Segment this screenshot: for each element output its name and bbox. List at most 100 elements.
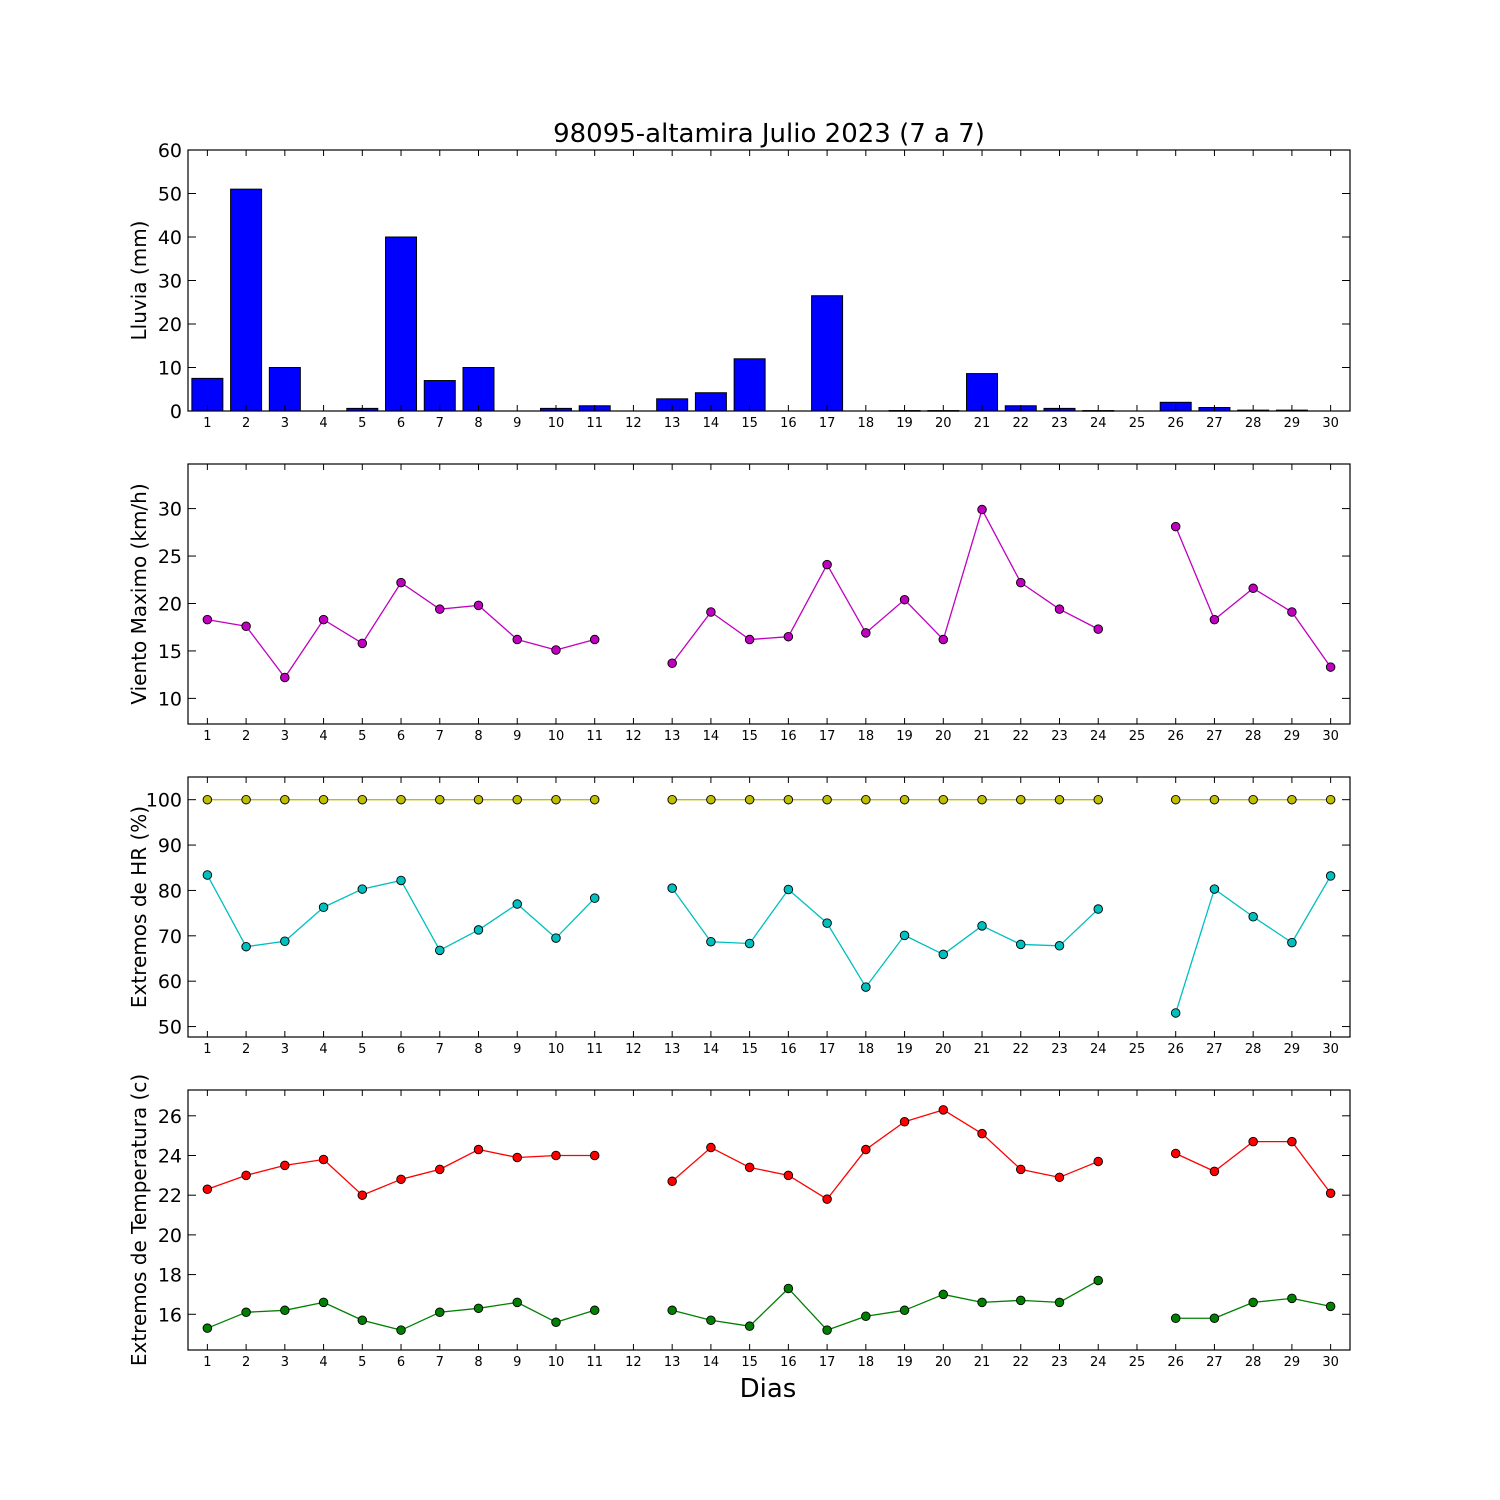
x-tick-label: 1 xyxy=(203,1042,211,1057)
x-tick-label: 26 xyxy=(1167,1355,1184,1370)
data-point xyxy=(1054,941,1065,951)
data-point xyxy=(899,1305,910,1316)
data-point xyxy=(1325,1188,1336,1198)
bar xyxy=(268,367,301,412)
data-point xyxy=(357,638,368,649)
y-axis-label: Viento Maximo (km/h) xyxy=(127,483,151,704)
data-point xyxy=(1054,1297,1065,1308)
series-line-segment xyxy=(1175,1152,1215,1172)
y-tick-label: 24 xyxy=(158,1145,182,1167)
data-point xyxy=(899,594,910,605)
series-line-segment xyxy=(787,1288,828,1331)
series-line-segment xyxy=(362,1178,402,1196)
series-line-segment xyxy=(943,1293,983,1304)
x-tick-label: 12 xyxy=(625,1355,642,1370)
data-point xyxy=(1209,1313,1220,1323)
data-point xyxy=(357,794,368,805)
data-point xyxy=(938,1105,949,1115)
x-tick-label: 14 xyxy=(703,416,720,431)
data-point xyxy=(706,794,716,805)
series-line-segment xyxy=(942,509,983,640)
x-tick-label: 25 xyxy=(1129,729,1146,744)
series-line-segment xyxy=(981,1133,1022,1170)
series-line-segment xyxy=(788,1174,828,1200)
x-tick-label: 4 xyxy=(319,1355,327,1370)
y-tick-label: 22 xyxy=(158,1185,182,1207)
data-point xyxy=(822,1325,832,1335)
x-tick-label: 12 xyxy=(625,416,642,431)
data-point xyxy=(744,1162,755,1173)
x-tick-label: 9 xyxy=(513,1355,521,1370)
x-tick-label: 24 xyxy=(1090,1355,1107,1370)
y-tick-label: 20 xyxy=(158,1225,182,1247)
data-point xyxy=(551,1150,561,1161)
x-tick-label: 28 xyxy=(1245,416,1262,431)
series-line-segment xyxy=(710,941,750,945)
data-point xyxy=(551,645,561,655)
x-tick-label: 6 xyxy=(397,729,405,744)
data-point xyxy=(512,634,522,645)
x-tick-label: 24 xyxy=(1090,729,1107,744)
series-line-segment xyxy=(904,1109,944,1123)
x-tick-label: 30 xyxy=(1322,729,1339,744)
data-point xyxy=(551,933,561,943)
data-point xyxy=(396,577,406,588)
x-tick-label: 19 xyxy=(896,1355,913,1370)
data-point xyxy=(318,1297,329,1308)
x-tick-label: 7 xyxy=(436,1355,444,1370)
data-point xyxy=(512,794,522,805)
data-point xyxy=(1209,614,1220,625)
data-point xyxy=(822,918,832,928)
y-tick-label: 70 xyxy=(158,926,182,948)
x-tick-label: 27 xyxy=(1206,1355,1223,1370)
data-point xyxy=(280,936,290,947)
series-line-segment xyxy=(478,903,518,931)
data-point xyxy=(318,794,329,805)
x-tick-label: 18 xyxy=(858,1355,875,1370)
x-tick-label: 29 xyxy=(1284,416,1301,431)
series-line-segment xyxy=(672,1309,712,1321)
x-tick-label: 13 xyxy=(664,416,681,431)
data-point xyxy=(667,1176,677,1187)
x-tick-label: 5 xyxy=(358,1042,366,1057)
series-line-segment xyxy=(555,897,596,939)
data-point xyxy=(318,1154,329,1165)
y-tick-label: 40 xyxy=(158,227,182,249)
data-point xyxy=(938,949,949,960)
data-point xyxy=(783,794,794,805)
data-point xyxy=(357,1315,368,1325)
data-point xyxy=(1170,794,1181,805)
x-tick-label: 15 xyxy=(741,1042,758,1057)
bar xyxy=(733,358,766,412)
data-point xyxy=(280,1160,290,1171)
series-line-segment xyxy=(361,582,402,644)
data-point xyxy=(589,634,600,645)
x-tick-label: 2 xyxy=(242,416,250,431)
x-tick-label: 26 xyxy=(1167,729,1184,744)
series-line-segment xyxy=(207,1311,247,1329)
plot-frame xyxy=(187,776,1351,1038)
series-line-segment xyxy=(284,619,325,678)
x-tick-label: 21 xyxy=(974,416,991,431)
series-line-segment xyxy=(865,934,906,988)
y-tick-label: 50 xyxy=(158,184,182,206)
data-point xyxy=(1325,794,1336,805)
data-point xyxy=(1248,912,1258,922)
series-line-segment xyxy=(555,1309,595,1323)
y-tick-label: 60 xyxy=(158,971,182,993)
series-line-segment xyxy=(284,1301,324,1311)
x-tick-label: 10 xyxy=(548,729,565,744)
x-tick-label: 11 xyxy=(586,1355,603,1370)
y-tick-label: 90 xyxy=(158,835,182,857)
data-point xyxy=(899,794,910,805)
x-tick-label: 13 xyxy=(664,729,681,744)
data-point xyxy=(435,1307,445,1318)
x-tick-label: 30 xyxy=(1322,1355,1339,1370)
x-tick-label: 17 xyxy=(819,1042,836,1057)
x-tick-label: 5 xyxy=(358,729,366,744)
data-point xyxy=(318,902,329,912)
data-point xyxy=(744,1321,755,1331)
